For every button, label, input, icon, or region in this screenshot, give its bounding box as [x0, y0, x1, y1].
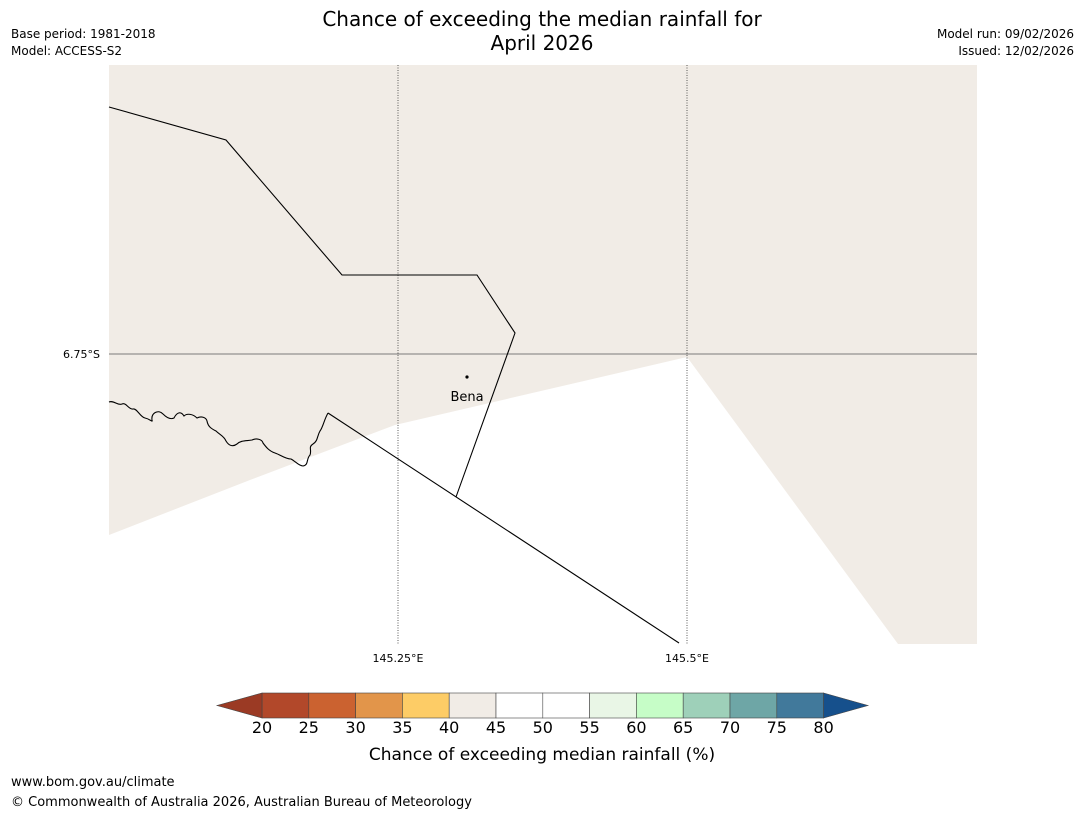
colorbar-segment	[495, 692, 544, 719]
colorbar-tick-label: 50	[532, 718, 553, 737]
colorbar-tick-label: 80	[813, 718, 834, 737]
colorbar-tick-label: 60	[626, 718, 647, 737]
longitude-label-1: 145.25°E	[373, 652, 424, 665]
water-area	[109, 357, 898, 644]
base-period: Base period: 1981-2018	[11, 27, 156, 41]
colorbar-tick-label: 30	[345, 718, 366, 737]
place-label: Bena	[450, 390, 483, 405]
chart-title: Chance of exceeding the median rainfall …	[292, 7, 792, 55]
province-border	[108, 106, 516, 498]
colorbar-segment	[636, 692, 684, 719]
colorbar-tick-label: 70	[719, 718, 741, 737]
meta-right: Model run: 09/02/2026 Issued: 12/02/2026	[937, 26, 1074, 60]
footer-copyright: © Commonwealth of Australia 2026, Austra…	[11, 795, 472, 810]
colorbar-segment	[542, 692, 590, 719]
colorbar-segment	[308, 692, 356, 719]
colorbar-segment	[729, 692, 778, 719]
colorbar-segment	[402, 692, 450, 719]
colorbar-tick-label: 40	[439, 718, 460, 737]
model-name: Model: ACCESS-S2	[11, 44, 123, 58]
colorbar	[215, 692, 870, 719]
title-line-2: April 2026	[490, 31, 594, 55]
colorbar-tick-label: 25	[298, 718, 319, 737]
colorbar-segment	[448, 692, 497, 719]
colorbar-segment	[776, 692, 824, 719]
colorbar-segment	[261, 692, 310, 719]
colorbar-segment	[355, 692, 403, 719]
colorbar-tick-label: 20	[251, 718, 273, 737]
footer-url: www.bom.gov.au/climate	[11, 775, 175, 790]
place-marker	[465, 375, 469, 379]
colorbar-tick-label: 75	[766, 718, 787, 737]
model-run: Model run: 09/02/2026	[936, 27, 1074, 41]
colorbar-tick-label: 45	[485, 718, 507, 737]
latitude-label: 6.75°S	[63, 348, 100, 361]
longitude-label-2: 145.5°E	[665, 652, 709, 665]
colorbar-segment	[682, 692, 731, 719]
colorbar-title: Chance of exceeding median rainfall (%)	[368, 745, 716, 765]
colorbar-segment	[589, 692, 637, 719]
colorbar-tick-label: 65	[673, 718, 694, 737]
coastline	[108, 401, 329, 467]
colorbar-tick-label: 55	[579, 718, 600, 737]
colorbar-low-extend	[215, 692, 263, 719]
province-border-south	[327, 412, 680, 644]
colorbar-high-extend	[823, 692, 870, 719]
issued-date: Issued: 12/02/2026	[958, 44, 1074, 58]
title-line-1: Chance of exceeding the median rainfall …	[322, 7, 762, 31]
colorbar-tick-label: 35	[392, 718, 413, 737]
meta-left: Base period: 1981-2018 Model: ACCESS-S2	[11, 26, 156, 60]
